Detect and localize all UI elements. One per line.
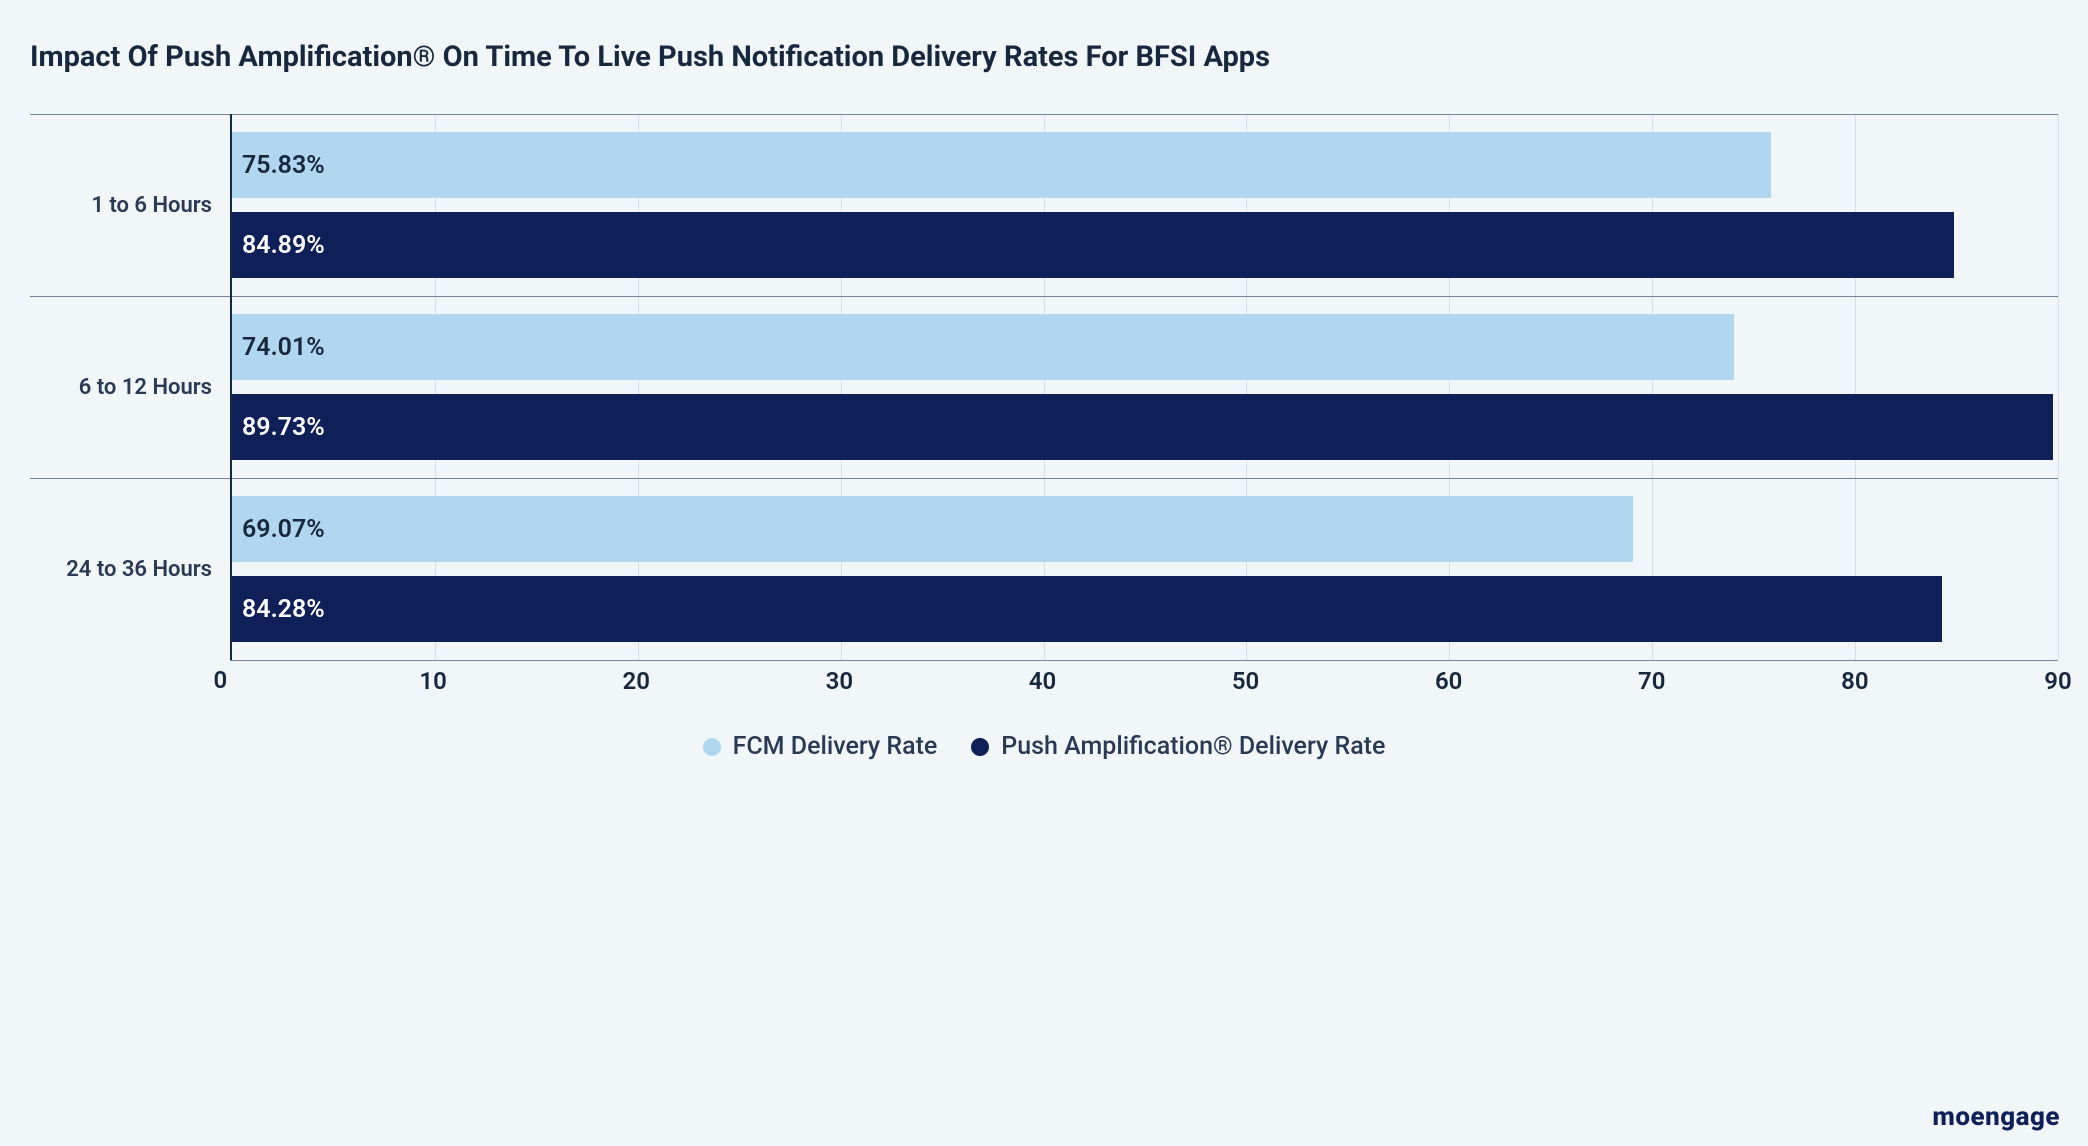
bar-fcm: 75.83% — [232, 132, 1771, 198]
x-tick: 80 — [1841, 667, 1868, 695]
chart-title: Impact Of Push Amplification® On Time To… — [30, 40, 2058, 74]
group-divider — [232, 114, 2058, 115]
bar-fcm: 74.01% — [232, 314, 1734, 380]
bar-push-amplification: 84.28% — [232, 576, 1942, 642]
bar-group: 75.83% 84.89% — [232, 114, 2058, 296]
x-tick: 30 — [826, 667, 853, 695]
plot-column: 75.83% 84.89% 74.01% 89.73% 69.07% 84.28% — [230, 114, 2058, 660]
legend-label: Push Amplification® Delivery Rate — [1001, 732, 1385, 761]
x-axis-wrap: 0 102030405060708090 — [30, 660, 2058, 700]
legend-item: Push Amplification® Delivery Rate — [971, 732, 1385, 761]
bar-group: 74.01% 89.73% — [232, 296, 2058, 478]
group-divider — [232, 296, 2058, 297]
y-axis-category-label: 24 to 36 Hours — [30, 478, 230, 660]
x-tick-0: 0 — [214, 666, 228, 694]
x-tick: 70 — [1638, 667, 1665, 695]
bar-groups: 75.83% 84.89% 74.01% 89.73% 69.07% 84.28% — [232, 114, 2058, 660]
group-divider — [232, 478, 2058, 479]
gridline — [2058, 114, 2059, 660]
legend-label: FCM Delivery Rate — [733, 732, 938, 761]
brand-logo: moengage — [1932, 1102, 2060, 1132]
y-axis-category-label: 6 to 12 Hours — [30, 296, 230, 478]
legend: FCM Delivery Rate Push Amplification® Del… — [30, 732, 2058, 761]
x-tick: 50 — [1232, 667, 1259, 695]
x-tick: 90 — [2044, 667, 2071, 695]
bar-fcm: 69.07% — [232, 496, 1633, 562]
legend-swatch — [703, 738, 721, 756]
legend-swatch — [971, 738, 989, 756]
y-axis-category-label: 1 to 6 Hours — [30, 114, 230, 296]
chart-area: 1 to 6 Hours6 to 12 Hours24 to 36 Hours … — [30, 114, 2058, 660]
plot-area: 75.83% 84.89% 74.01% 89.73% 69.07% 84.28% — [230, 114, 2058, 660]
x-tick: 40 — [1029, 667, 1056, 695]
y-axis-labels: 1 to 6 Hours6 to 12 Hours24 to 36 Hours — [30, 114, 230, 660]
x-tick: 10 — [419, 667, 446, 695]
x-axis: 102030405060708090 — [230, 660, 2058, 700]
bar-push-amplification: 89.73% — [232, 394, 2053, 460]
x-tick: 20 — [623, 667, 650, 695]
bar-push-amplification: 84.89% — [232, 212, 1954, 278]
x-tick: 60 — [1435, 667, 1462, 695]
legend-item: FCM Delivery Rate — [703, 732, 938, 761]
bar-group: 69.07% 84.28% — [232, 478, 2058, 660]
